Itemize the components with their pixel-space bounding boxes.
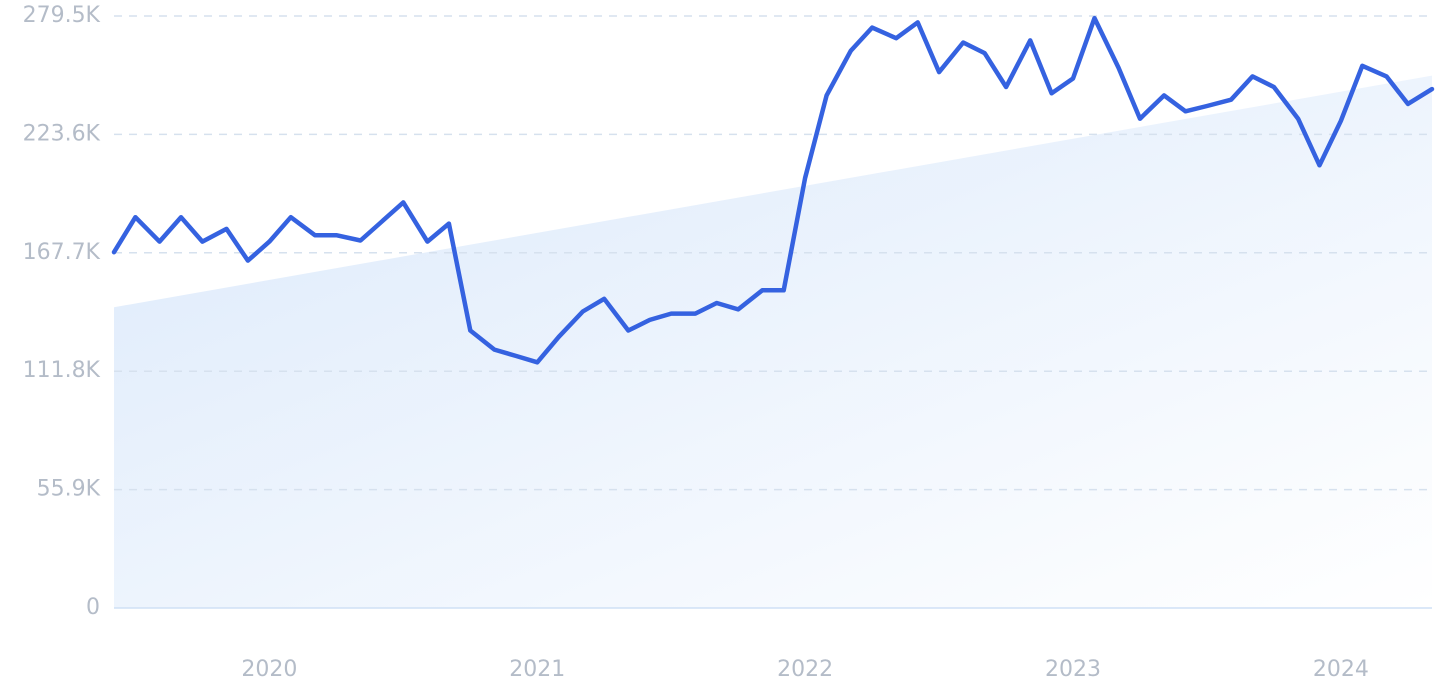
data-point: [1162, 93, 1166, 97]
data-point: [1360, 64, 1364, 68]
data-point: [1004, 85, 1008, 89]
data-point: [982, 51, 986, 55]
data-point: [1339, 119, 1343, 123]
y-tick-label: 167.7K: [23, 240, 101, 265]
data-point: [1092, 16, 1096, 20]
data-point: [1250, 74, 1254, 78]
data-point: [715, 301, 719, 305]
data-point: [1272, 85, 1276, 89]
data-point: [380, 219, 384, 223]
series-line: [111, 15, 1435, 365]
data-point: [870, 25, 874, 29]
trend-area-layer: [114, 75, 1432, 608]
series-layer: [111, 15, 1435, 365]
data-point: [1071, 76, 1075, 80]
data-point: [937, 70, 941, 74]
y-tick-label: 111.8K: [23, 358, 101, 383]
data-point: [736, 307, 740, 311]
data-point: [425, 239, 429, 243]
data-point: [894, 36, 898, 40]
x-axis-tick-labels: 2020 2021 2022 2023 2024: [241, 657, 1369, 682]
data-point: [803, 176, 807, 180]
data-point: [401, 200, 405, 204]
data-point: [246, 258, 250, 262]
y-tick-label: 279.5K: [23, 3, 101, 28]
data-point: [1028, 38, 1032, 42]
data-point: [514, 354, 518, 358]
data-point: [782, 288, 786, 292]
data-point: [1430, 87, 1434, 91]
y-tick-label: 0: [86, 595, 100, 620]
data-point: [849, 49, 853, 53]
data-point: [1205, 104, 1209, 108]
data-point: [1317, 163, 1321, 167]
data-point: [358, 238, 362, 242]
data-point: [669, 311, 673, 315]
x-tick-label: 2023: [1045, 657, 1101, 682]
data-point: [267, 239, 271, 243]
data-point: [535, 360, 539, 364]
data-point: [824, 93, 828, 97]
data-point: [112, 250, 116, 254]
data-point: [1116, 66, 1120, 70]
x-tick-label: 2022: [777, 657, 833, 682]
data-point: [157, 239, 161, 243]
data-point: [1183, 109, 1187, 113]
data-point: [492, 347, 496, 351]
x-tick-label: 2021: [509, 657, 565, 682]
data-point: [581, 309, 585, 313]
y-tick-label: 223.6K: [23, 121, 101, 146]
data-point: [133, 215, 137, 219]
data-point: [760, 288, 764, 292]
trend-area: [114, 75, 1432, 608]
y-tick-label: 55.9K: [37, 477, 101, 502]
data-point: [468, 328, 472, 332]
data-point: [1049, 91, 1053, 95]
data-point: [1229, 98, 1233, 102]
data-point: [626, 328, 630, 332]
x-tick-label: 2024: [1313, 657, 1369, 682]
data-point: [557, 335, 561, 339]
data-point: [224, 227, 228, 231]
data-point: [313, 233, 317, 237]
data-point: [648, 318, 652, 322]
data-point: [602, 297, 606, 301]
data-point: [693, 311, 697, 315]
data-point: [447, 221, 451, 225]
data-point: [1138, 117, 1142, 121]
x-tick-label: 2020: [241, 657, 297, 682]
data-point: [961, 40, 965, 44]
data-point: [179, 215, 183, 219]
data-point: [916, 20, 920, 24]
gridlines: [114, 15, 1432, 609]
data-point: [1384, 74, 1388, 78]
data-point: [334, 233, 338, 237]
data-point: [200, 239, 204, 243]
data-point: [1296, 117, 1300, 121]
data-point: [1406, 102, 1410, 106]
y-axis-tick-labels: 0 55.9K 111.8K 167.7K 223.6K 279.5K: [23, 3, 101, 620]
data-point: [289, 215, 293, 219]
